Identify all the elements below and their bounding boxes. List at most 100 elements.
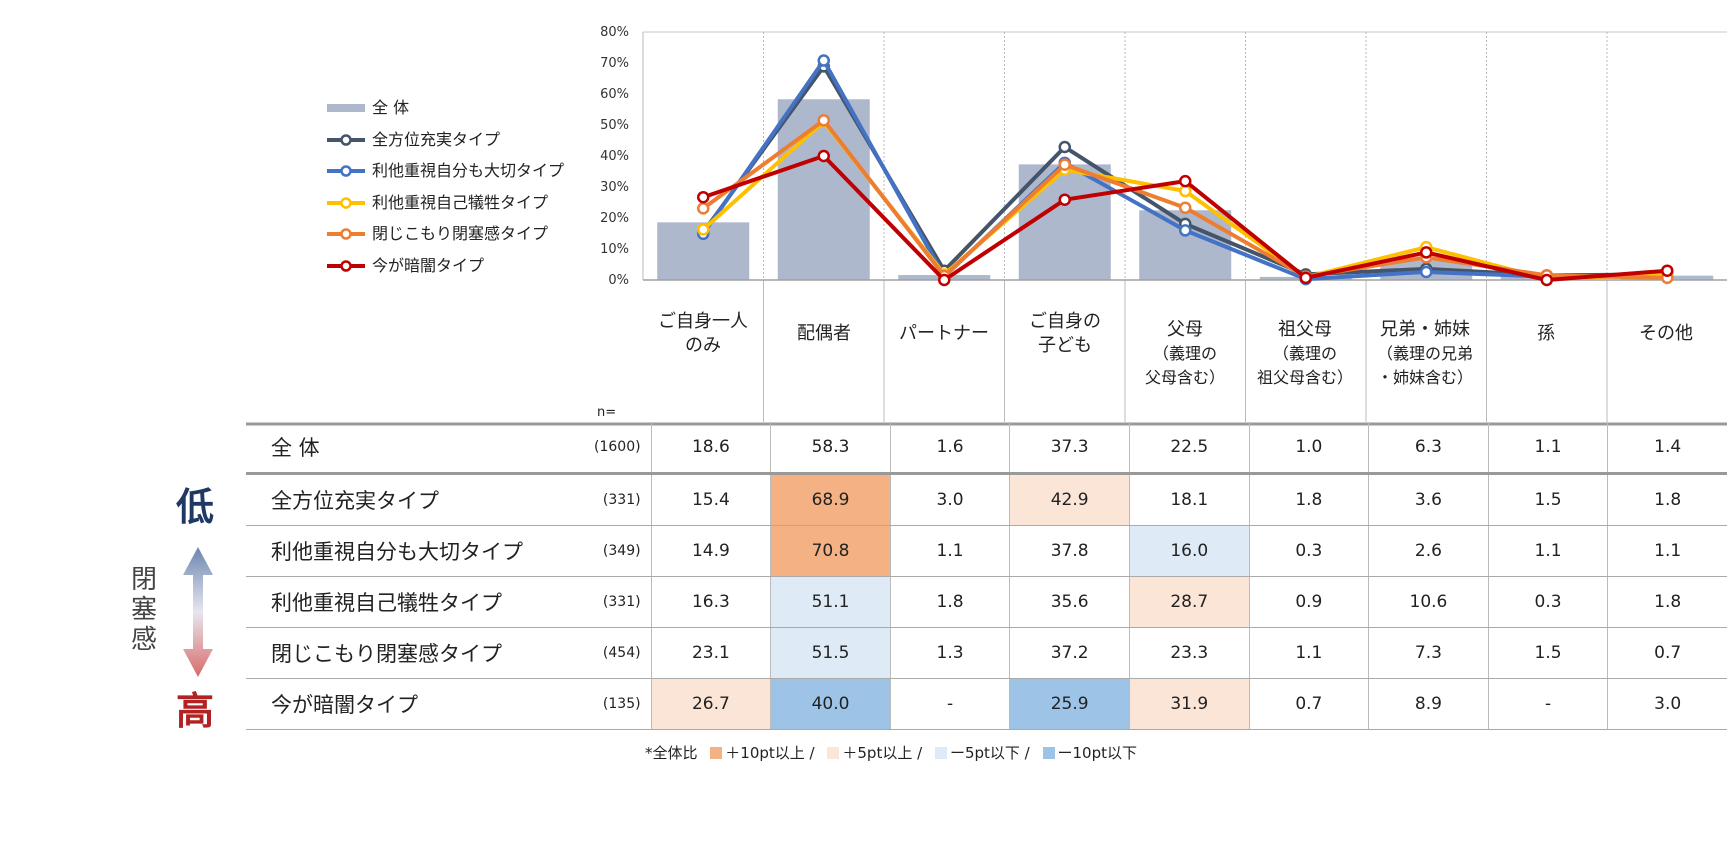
category-header-3: ご自身の 子ども	[1005, 310, 1125, 358]
y-tick-label: 70%	[600, 56, 629, 71]
legend-label: 利他重視自己犠牲タイプ	[372, 192, 549, 212]
category-sub2: 祖父母含む）	[1256, 368, 1353, 387]
series-point-2	[1179, 184, 1192, 198]
table-row: 利他重視自己犠牲タイプ (331) 16.3 51.1 1.8 35.6 28.7 0.9 10…	[246, 576, 1727, 628]
series-point-4	[938, 273, 951, 287]
table-cell: 3.0	[889, 473, 1010, 526]
table-cell: 40.0	[770, 678, 891, 730]
series-point-3	[697, 202, 710, 215]
table-cell: -	[889, 678, 1010, 730]
series-point-4	[697, 190, 710, 204]
row-label: 今が暗闇タイプ	[246, 678, 580, 730]
series-point-4	[1058, 193, 1071, 206]
y-tick-label: 30%	[600, 180, 629, 195]
series-point-0	[1058, 140, 1071, 154]
double-arrow-icon	[183, 547, 213, 677]
table-cell: 37.8	[1009, 525, 1130, 577]
row-n: (135)	[579, 678, 652, 730]
category-header-6: 兄弟・姉妹 （義理の兄弟 ・姉妹含む）	[1365, 318, 1485, 390]
closure-axis-label: 閉塞感	[131, 565, 158, 655]
footnote-m10: ー10pt以下	[1057, 744, 1138, 762]
legend-line-swatch	[327, 165, 365, 177]
table-cell: 1.5	[1487, 627, 1608, 679]
category-main: 兄弟・姉妹	[1380, 319, 1470, 340]
legend-bar-swatch	[327, 104, 365, 112]
table-row: 今が暗闇タイプ (135) 26.7 40.0-25.9 31.9 0.7 8.9-3.0	[246, 678, 1727, 730]
table-cell: 1.1	[889, 525, 1010, 577]
row-n: (331)	[579, 473, 652, 526]
legend-line-swatch	[327, 228, 365, 241]
closure-low-label: 低	[176, 485, 215, 529]
row-n: (454)	[579, 627, 652, 679]
table-cell: 25.9	[1009, 678, 1130, 730]
table-row: 全方位充実タイプ (331) 15.4 68.9 3.0 42.9 18.1 1.8 3.6 1.…	[246, 473, 1727, 526]
closure-high-label: 高	[176, 689, 215, 733]
y-tick-label: 40%	[600, 149, 629, 164]
table-cell: 23.1	[650, 627, 771, 679]
category-main: 配偶者	[797, 323, 851, 344]
footnote-prefix: *全体比	[645, 744, 698, 762]
row-label: 全 体	[246, 422, 580, 475]
row-label: 閉じこもり閉塞感タイプ	[246, 627, 580, 679]
series-point-4	[1661, 264, 1674, 277]
table-cell: 1.5	[1487, 473, 1608, 526]
category-header-4: 父母 （義理の 父母含む）	[1125, 318, 1245, 390]
table-cell: 18.6	[650, 422, 771, 475]
y-tick-label: 20%	[600, 211, 629, 226]
row-n: (349)	[579, 525, 652, 577]
series-point-4	[1299, 271, 1312, 285]
table-cell: 37.2	[1009, 627, 1130, 679]
table-cell: 35.6	[1009, 576, 1130, 628]
table-cell: 15.4	[650, 473, 771, 526]
legend-label: 全方位充実タイプ	[372, 129, 501, 149]
series-point-1	[1179, 224, 1192, 237]
table-cell: 51.5	[770, 627, 891, 679]
category-main: 父母	[1167, 319, 1203, 340]
category-sub1: （義理の兄弟	[1376, 344, 1473, 363]
legend-label: 全 体	[372, 98, 410, 117]
table-cell: 1.8	[1248, 473, 1369, 526]
series-point-1	[817, 54, 830, 67]
table-cell: 18.1	[1128, 473, 1250, 526]
category-main: その他	[1639, 323, 1693, 344]
category-main: パートナー	[899, 323, 989, 344]
category-header-8: その他	[1606, 322, 1726, 346]
y-tick-label: 50%	[600, 118, 629, 133]
footnote-p10: ＋10pt以上 /	[725, 744, 815, 762]
table-cell: 1.4	[1607, 422, 1727, 475]
legend-label: 今が暗闇タイプ	[372, 255, 485, 275]
m5-swatch	[934, 747, 947, 759]
category-sub2: 父母含む）	[1144, 368, 1225, 387]
table-cell: 3.6	[1368, 473, 1489, 526]
table-cell: 0.7	[1248, 678, 1369, 730]
table-cell: 1.6	[889, 422, 1010, 475]
table-cell: 1.3	[889, 627, 1010, 679]
table-cell: 1.1	[1487, 525, 1608, 577]
category-main2: のみ	[685, 335, 721, 356]
category-main: ご自身の	[1029, 311, 1101, 332]
n-label: n=	[597, 405, 617, 420]
y-tick-label: 0%	[608, 273, 629, 288]
category-sub1: （義理の	[1152, 344, 1217, 363]
series-point-3	[1058, 158, 1071, 171]
category-header-1: 配偶者	[764, 322, 884, 346]
series-point-4	[1540, 273, 1553, 287]
data-table: 全 体 (1600) 18.6 58.3 1.6 37.3 22.5 1.0 6.3 1.1 1.4…	[246, 422, 1727, 730]
category-main: 祖父母	[1278, 319, 1332, 340]
table-row: 全 体 (1600) 18.6 58.3 1.6 37.3 22.5 1.0 6.3 1.1 1.4	[246, 422, 1727, 475]
category-main: 孫	[1537, 323, 1555, 344]
series-point-2	[697, 223, 710, 236]
table-cell: 0.7	[1607, 627, 1727, 679]
p10-swatch	[710, 747, 723, 759]
legend-line-swatch	[327, 133, 365, 146]
series-point-4	[817, 149, 830, 163]
series-point-4	[1420, 246, 1433, 259]
row-n: (331)	[579, 576, 652, 628]
table-cell: 0.3	[1487, 576, 1608, 628]
table-cell: 0.3	[1248, 525, 1369, 577]
p5-swatch	[827, 747, 840, 759]
table-cell: 1.8	[889, 576, 1010, 628]
table-cell: 1.1	[1607, 525, 1727, 577]
table-cell: 3.0	[1607, 678, 1727, 730]
series-point-3	[1179, 201, 1192, 215]
